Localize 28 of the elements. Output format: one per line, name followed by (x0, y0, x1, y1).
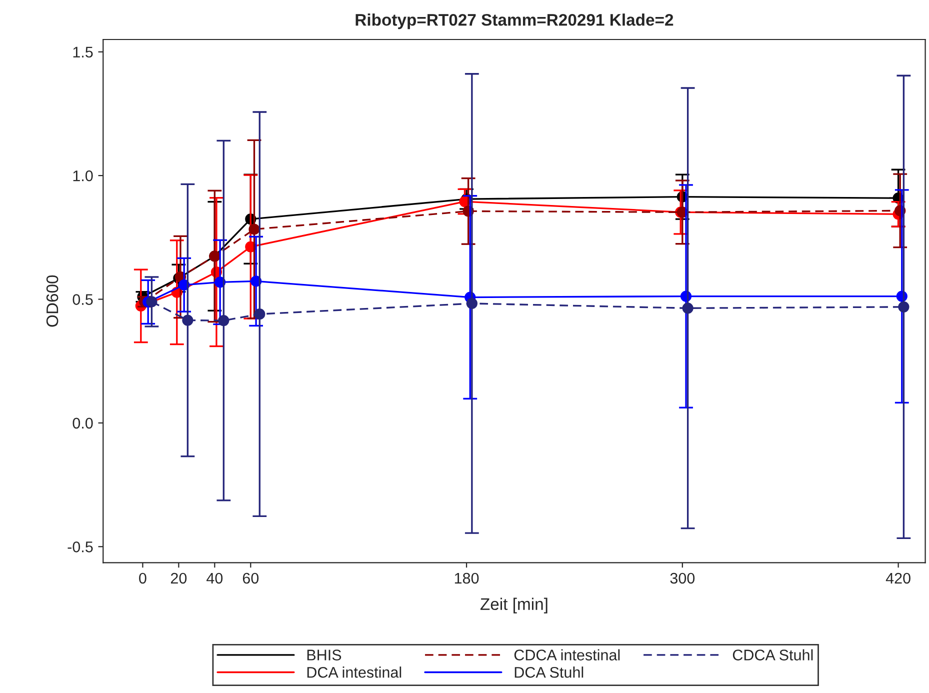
x-tick-label: 60 (242, 572, 259, 584)
legend-label: CDCA Stuhl (732, 649, 813, 660)
x-tick-label: 0 (139, 572, 146, 584)
y-tick-label: 0.0 (72, 418, 93, 429)
y-tick-label: -0.5 (68, 542, 93, 552)
y-tick-label: 1.0 (73, 170, 93, 182)
x-tick-label: 20 (170, 572, 187, 584)
point (248, 224, 260, 235)
legend-label: DCA intestinal (307, 666, 402, 678)
y-tick-label: 1.5 (73, 46, 93, 58)
point (146, 296, 158, 308)
legend-label: BHIS (307, 650, 342, 660)
point (466, 298, 478, 310)
x-axis-title: Zeit [min] (480, 598, 548, 614)
x-tick-label: 40 (206, 572, 223, 584)
y-axis-title: OD600 (46, 275, 58, 327)
point (218, 314, 230, 326)
legend-label: DCA Stuhl (514, 666, 584, 678)
point (682, 302, 694, 314)
chart-title: Ribotyp=RT027 Stamm=R20291 Klade=2 (356, 14, 674, 30)
point (898, 301, 910, 312)
point (182, 314, 194, 326)
x-tick-label: 180 (454, 572, 479, 584)
y-tick-label: 0.5 (72, 294, 93, 305)
x-tick-label: 300 (670, 572, 695, 584)
point (254, 308, 266, 320)
x-tick-label: 420 (886, 572, 910, 584)
legend-label: CDCA intestinal (514, 649, 620, 660)
